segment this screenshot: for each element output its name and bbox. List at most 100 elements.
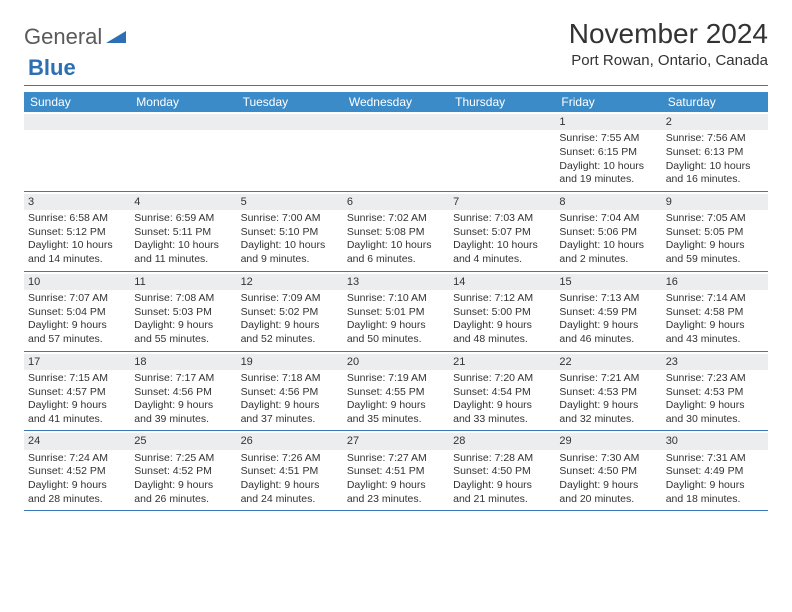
week-row: 10Sunrise: 7:07 AMSunset: 5:04 PMDayligh… (24, 272, 768, 352)
day-cell: 27Sunrise: 7:27 AMSunset: 4:51 PMDayligh… (343, 431, 449, 510)
day-cell: 13Sunrise: 7:10 AMSunset: 5:01 PMDayligh… (343, 272, 449, 351)
day-cell: 4Sunrise: 6:59 AMSunset: 5:11 PMDaylight… (130, 192, 236, 271)
weekday-tuesday: Tuesday (237, 92, 343, 112)
daylight-line: Daylight: 10 hours and 14 minutes. (28, 239, 126, 266)
sunrise-line: Sunrise: 7:08 AM (134, 292, 232, 306)
day-cell: 28Sunrise: 7:28 AMSunset: 4:50 PMDayligh… (449, 431, 555, 510)
daylight-line: Daylight: 9 hours and 20 minutes. (559, 479, 657, 506)
day-number: 22 (555, 354, 661, 370)
daylight-line: Daylight: 9 hours and 21 minutes. (453, 479, 551, 506)
day-cell: 21Sunrise: 7:20 AMSunset: 4:54 PMDayligh… (449, 352, 555, 431)
day-cell: 18Sunrise: 7:17 AMSunset: 4:56 PMDayligh… (130, 352, 236, 431)
sunrise-line: Sunrise: 7:30 AM (559, 452, 657, 466)
day-number: 23 (662, 354, 768, 370)
sunset-line: Sunset: 4:50 PM (559, 465, 657, 479)
day-cell: 7Sunrise: 7:03 AMSunset: 5:07 PMDaylight… (449, 192, 555, 271)
sunrise-line: Sunrise: 7:13 AM (559, 292, 657, 306)
sunset-line: Sunset: 4:59 PM (559, 306, 657, 320)
week-row: 1Sunrise: 7:55 AMSunset: 6:15 PMDaylight… (24, 112, 768, 192)
day-cell (237, 112, 343, 191)
daylight-line: Daylight: 9 hours and 23 minutes. (347, 479, 445, 506)
day-cell: 26Sunrise: 7:26 AMSunset: 4:51 PMDayligh… (237, 431, 343, 510)
daylight-line: Daylight: 10 hours and 16 minutes. (666, 160, 764, 187)
daylight-line: Daylight: 10 hours and 9 minutes. (241, 239, 339, 266)
weekday-saturday: Saturday (662, 92, 768, 112)
day-number (343, 114, 449, 130)
day-cell (449, 112, 555, 191)
sunset-line: Sunset: 6:15 PM (559, 146, 657, 160)
day-cell: 16Sunrise: 7:14 AMSunset: 4:58 PMDayligh… (662, 272, 768, 351)
daylight-line: Daylight: 9 hours and 52 minutes. (241, 319, 339, 346)
sunrise-line: Sunrise: 7:21 AM (559, 372, 657, 386)
day-cell: 3Sunrise: 6:58 AMSunset: 5:12 PMDaylight… (24, 192, 130, 271)
sunset-line: Sunset: 4:56 PM (241, 386, 339, 400)
logo-word2: Blue (28, 55, 76, 80)
day-number: 6 (343, 194, 449, 210)
daylight-line: Daylight: 10 hours and 4 minutes. (453, 239, 551, 266)
sunrise-line: Sunrise: 7:05 AM (666, 212, 764, 226)
day-cell: 20Sunrise: 7:19 AMSunset: 4:55 PMDayligh… (343, 352, 449, 431)
month-title: November 2024 (569, 18, 768, 50)
sunrise-line: Sunrise: 7:31 AM (666, 452, 764, 466)
daylight-line: Daylight: 9 hours and 57 minutes. (28, 319, 126, 346)
sunrise-line: Sunrise: 7:04 AM (559, 212, 657, 226)
daylight-line: Daylight: 9 hours and 59 minutes. (666, 239, 764, 266)
sunset-line: Sunset: 4:56 PM (134, 386, 232, 400)
weekday-monday: Monday (130, 92, 236, 112)
sunset-line: Sunset: 4:58 PM (666, 306, 764, 320)
sunset-line: Sunset: 5:12 PM (28, 226, 126, 240)
day-cell: 11Sunrise: 7:08 AMSunset: 5:03 PMDayligh… (130, 272, 236, 351)
daylight-line: Daylight: 9 hours and 48 minutes. (453, 319, 551, 346)
day-number: 17 (24, 354, 130, 370)
day-cell: 25Sunrise: 7:25 AMSunset: 4:52 PMDayligh… (130, 431, 236, 510)
daylight-line: Daylight: 9 hours and 28 minutes. (28, 479, 126, 506)
daylight-line: Daylight: 9 hours and 26 minutes. (134, 479, 232, 506)
day-number: 13 (343, 274, 449, 290)
sunset-line: Sunset: 4:49 PM (666, 465, 764, 479)
sunrise-line: Sunrise: 7:20 AM (453, 372, 551, 386)
day-number: 20 (343, 354, 449, 370)
daylight-line: Daylight: 9 hours and 46 minutes. (559, 319, 657, 346)
sunrise-line: Sunrise: 7:24 AM (28, 452, 126, 466)
day-cell: 24Sunrise: 7:24 AMSunset: 4:52 PMDayligh… (24, 431, 130, 510)
sunset-line: Sunset: 5:03 PM (134, 306, 232, 320)
day-number (449, 114, 555, 130)
sunrise-line: Sunrise: 7:26 AM (241, 452, 339, 466)
sunset-line: Sunset: 5:00 PM (453, 306, 551, 320)
daylight-line: Daylight: 9 hours and 18 minutes. (666, 479, 764, 506)
daylight-line: Daylight: 9 hours and 39 minutes. (134, 399, 232, 426)
day-cell: 1Sunrise: 7:55 AMSunset: 6:15 PMDaylight… (555, 112, 661, 191)
sunset-line: Sunset: 4:55 PM (347, 386, 445, 400)
daylight-line: Daylight: 9 hours and 55 minutes. (134, 319, 232, 346)
day-number: 16 (662, 274, 768, 290)
daylight-line: Daylight: 9 hours and 37 minutes. (241, 399, 339, 426)
logo-word1: General (24, 24, 102, 50)
day-cell: 14Sunrise: 7:12 AMSunset: 5:00 PMDayligh… (449, 272, 555, 351)
weekday-header-row: SundayMondayTuesdayWednesdayThursdayFrid… (24, 92, 768, 112)
day-cell: 22Sunrise: 7:21 AMSunset: 4:53 PMDayligh… (555, 352, 661, 431)
day-number: 5 (237, 194, 343, 210)
daylight-line: Daylight: 9 hours and 33 minutes. (453, 399, 551, 426)
week-row: 3Sunrise: 6:58 AMSunset: 5:12 PMDaylight… (24, 192, 768, 272)
sunset-line: Sunset: 5:08 PM (347, 226, 445, 240)
daylight-line: Daylight: 10 hours and 2 minutes. (559, 239, 657, 266)
sunrise-line: Sunrise: 7:03 AM (453, 212, 551, 226)
day-cell: 8 Sunrise: 7:04 AMSunset: 5:06 PMDaylight… (555, 192, 661, 271)
title-block: November 2024 Port Rowan, Ontario, Canad… (569, 18, 768, 69)
sunrise-line: Sunrise: 7:23 AM (666, 372, 764, 386)
sunset-line: Sunset: 4:57 PM (28, 386, 126, 400)
sunset-line: Sunset: 5:06 PM (559, 226, 657, 240)
day-cell: 12Sunrise: 7:09 AMSunset: 5:02 PMDayligh… (237, 272, 343, 351)
sunset-line: Sunset: 5:05 PM (666, 226, 764, 240)
daylight-line: Daylight: 9 hours and 24 minutes. (241, 479, 339, 506)
day-number: 10 (24, 274, 130, 290)
day-cell: 2Sunrise: 7:56 AMSunset: 6:13 PMDaylight… (662, 112, 768, 191)
day-cell: 23Sunrise: 7:23 AMSunset: 4:53 PMDayligh… (662, 352, 768, 431)
day-number: 8 (555, 194, 661, 210)
day-number: 27 (343, 433, 449, 449)
sunset-line: Sunset: 6:13 PM (666, 146, 764, 160)
day-number: 21 (449, 354, 555, 370)
day-cell: 30Sunrise: 7:31 AMSunset: 4:49 PMDayligh… (662, 431, 768, 510)
sunset-line: Sunset: 4:52 PM (134, 465, 232, 479)
sunrise-line: Sunrise: 6:59 AM (134, 212, 232, 226)
